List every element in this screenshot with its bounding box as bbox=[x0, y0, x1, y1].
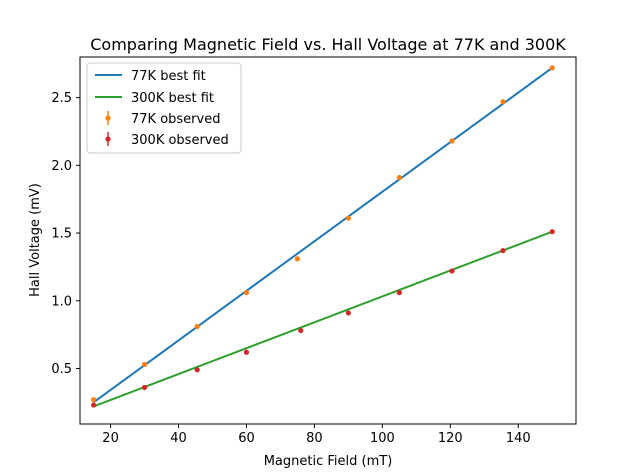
data-point-300k-observed bbox=[500, 248, 506, 254]
data-point-300k-observed bbox=[90, 402, 97, 408]
data-point-300k-observed bbox=[345, 310, 351, 316]
x-axis-label: Magnetic Field (mT) bbox=[264, 454, 393, 469]
series-line-300k-best-fit bbox=[93, 230, 553, 408]
legend-box bbox=[86, 62, 242, 154]
data-point-300k-observed bbox=[298, 327, 304, 334]
data-point-77k-observed bbox=[549, 65, 555, 71]
data-point-300k-observed bbox=[449, 268, 455, 274]
data-point-77k-observed bbox=[449, 138, 455, 144]
legend-300k-marker-icon bbox=[105, 132, 111, 146]
data-point-77k-observed bbox=[90, 397, 97, 403]
data-point-77k-observed bbox=[243, 290, 250, 296]
series-layer bbox=[90, 65, 555, 408]
data-point-300k-observed bbox=[194, 367, 200, 373]
x-tick-label: 100 bbox=[370, 431, 395, 446]
series-line-77k-best-fit bbox=[92, 67, 553, 404]
y-tick-label: 2.5 bbox=[51, 91, 72, 106]
x-tick-label: 60 bbox=[238, 431, 255, 446]
legend-77k-observed-label: 77K observed bbox=[131, 112, 220, 127]
data-point-77k-observed bbox=[396, 174, 402, 181]
y-tick-label: 1.0 bbox=[51, 294, 72, 309]
y-axis-label: Hall Voltage (mV) bbox=[28, 183, 43, 297]
legend-300k-observed-label: 300K observed bbox=[131, 133, 229, 148]
x-tick-label: 20 bbox=[102, 431, 119, 446]
data-point-77k-observed bbox=[194, 323, 200, 330]
x-tick-label: 80 bbox=[306, 431, 323, 446]
x-tick-label: 140 bbox=[506, 431, 531, 446]
legend-300k-fit-label: 300K best fit bbox=[131, 91, 214, 106]
data-point-77k-observed bbox=[294, 256, 301, 262]
chart-title: Comparing Magnetic Field vs. Hall Voltag… bbox=[90, 35, 566, 54]
plot-frame bbox=[79, 56, 577, 425]
y-axis-ticks: 0.5 1.0 1.5 2.0 2.5 bbox=[51, 91, 80, 377]
data-point-300k-observed bbox=[141, 384, 148, 391]
legend: 77K best fit 300K best fit 77K observed … bbox=[86, 62, 242, 154]
x-tick-label: 40 bbox=[170, 431, 187, 446]
legend-77k-fit-label: 77K best fit bbox=[131, 69, 206, 84]
data-point-300k-observed bbox=[396, 290, 402, 296]
data-point-300k-observed bbox=[243, 349, 250, 355]
legend-77k-marker-icon bbox=[105, 111, 111, 125]
data-point-77k-observed bbox=[500, 99, 506, 105]
x-axis-ticks: 20 40 60 80 100 120 140 bbox=[102, 424, 531, 446]
x-tick-label: 120 bbox=[438, 431, 463, 446]
y-tick-label: 2.0 bbox=[51, 159, 72, 174]
data-point-77k-observed bbox=[345, 215, 351, 221]
y-tick-label: 0.5 bbox=[51, 362, 72, 377]
data-point-300k-observed bbox=[549, 229, 555, 235]
y-tick-label: 1.5 bbox=[51, 227, 72, 242]
data-point-77k-observed bbox=[141, 361, 148, 368]
